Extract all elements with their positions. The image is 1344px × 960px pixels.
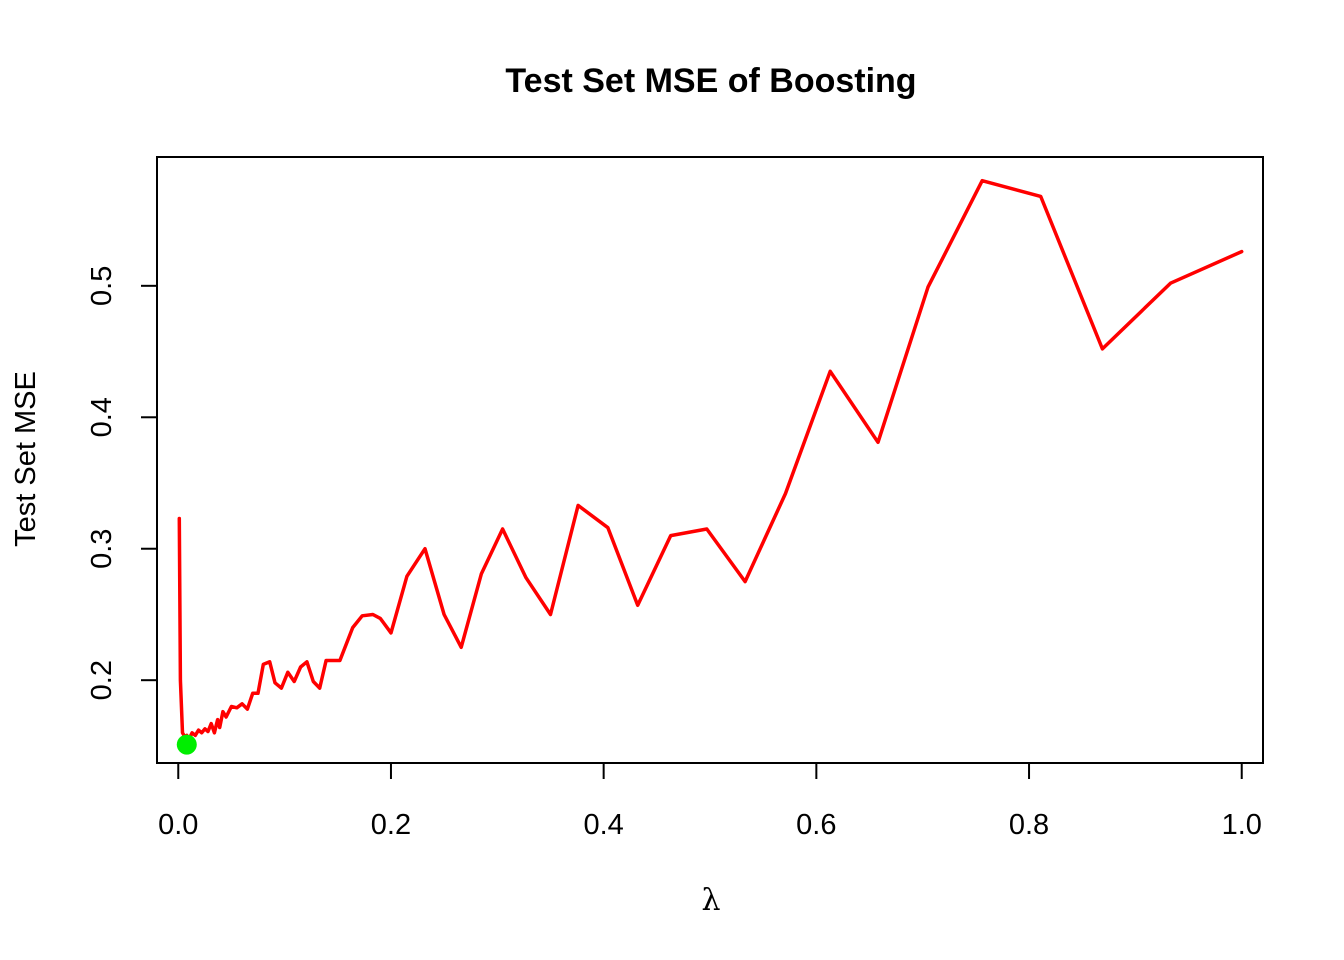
- y-axis: 0.2 0.3 0.4 0.5: [86, 266, 158, 700]
- y-tick-label: 0.3: [86, 529, 118, 569]
- y-tick-label: 0.2: [86, 660, 118, 700]
- x-tick-label: 0.8: [1009, 809, 1049, 841]
- x-tick-label: 0.4: [583, 809, 623, 841]
- x-tick-label: 0.0: [158, 809, 198, 841]
- y-axis-label: Test Set MSE: [10, 371, 42, 547]
- chart-title: Test Set MSE of Boosting: [505, 62, 916, 100]
- y-tick-label: 0.4: [86, 397, 118, 437]
- x-axis-label: λ: [701, 883, 720, 918]
- x-tick-label: 0.6: [796, 809, 836, 841]
- x-tick-label: 1.0: [1222, 809, 1262, 841]
- x-axis: 0.0 0.2 0.4 0.6 0.8 1.0: [158, 762, 1262, 841]
- series-line: [177, 178, 1244, 742]
- min-point: [176, 734, 197, 755]
- x-tick-label: 0.2: [371, 809, 411, 841]
- series-layer: [176, 178, 1244, 755]
- y-tick-label: 0.5: [86, 266, 118, 306]
